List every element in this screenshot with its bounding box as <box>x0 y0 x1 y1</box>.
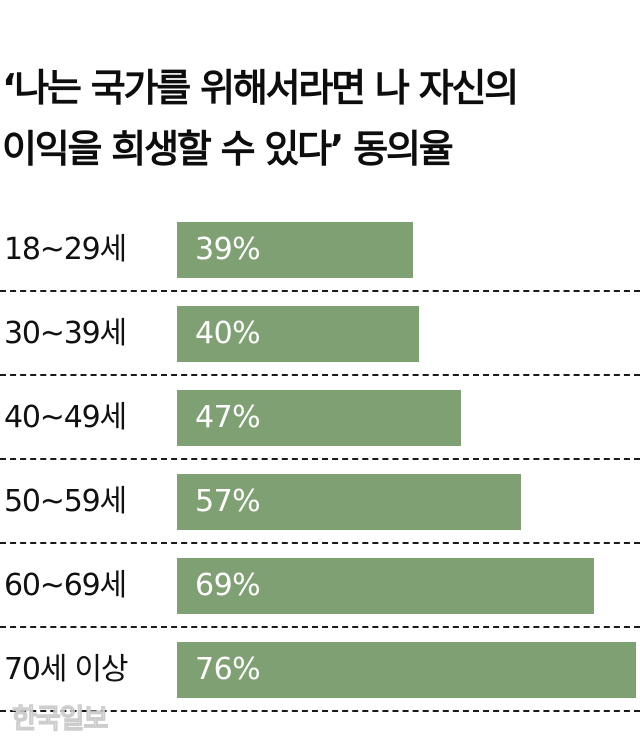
bar: 40% <box>177 306 419 362</box>
bar: 47% <box>177 390 461 446</box>
chart-title: ‘나는 국가를 위해서라면 나 자신의 이익을 희생할 수 있다’ 동의율 <box>2 58 638 180</box>
bar-chart: 18~29세 39% 30~39세 40% 40~49세 47% 50~59세 … <box>0 208 640 712</box>
bar-value-label: 47% <box>195 400 261 435</box>
category-label: 40~49세 <box>4 400 127 435</box>
category-label: 70세 이상 <box>4 652 129 687</box>
category-label: 60~69세 <box>4 568 127 603</box>
bar-value-label: 76% <box>195 652 261 687</box>
bar-value-label: 40% <box>195 316 261 351</box>
bar-row-30-39: 30~39세 40% <box>0 292 640 376</box>
bar-row-60-69: 60~69세 69% <box>0 544 640 628</box>
bar-value-label: 57% <box>195 484 261 519</box>
bar-value-label: 69% <box>195 568 261 603</box>
bar: 69% <box>177 558 594 614</box>
chart-title-line-2: 이익을 희생할 수 있다’ 동의율 <box>2 127 454 171</box>
bar-row-50-59: 50~59세 57% <box>0 460 640 544</box>
category-label: 18~29세 <box>4 232 127 267</box>
bar: 76% <box>177 642 637 698</box>
category-label: 50~59세 <box>4 484 127 519</box>
chart-title-line-1: ‘나는 국가를 위해서라면 나 자신의 <box>2 66 519 110</box>
publisher-watermark: 한국일보 <box>11 704 108 736</box>
bar-row-70-plus: 70세 이상 76% <box>0 628 640 712</box>
bar-row-18-29: 18~29세 39% <box>0 208 640 292</box>
bar-row-40-49: 40~49세 47% <box>0 376 640 460</box>
category-label: 30~39세 <box>4 316 127 351</box>
bar: 39% <box>177 222 413 278</box>
bar-value-label: 39% <box>195 232 261 267</box>
bar: 57% <box>177 474 522 530</box>
